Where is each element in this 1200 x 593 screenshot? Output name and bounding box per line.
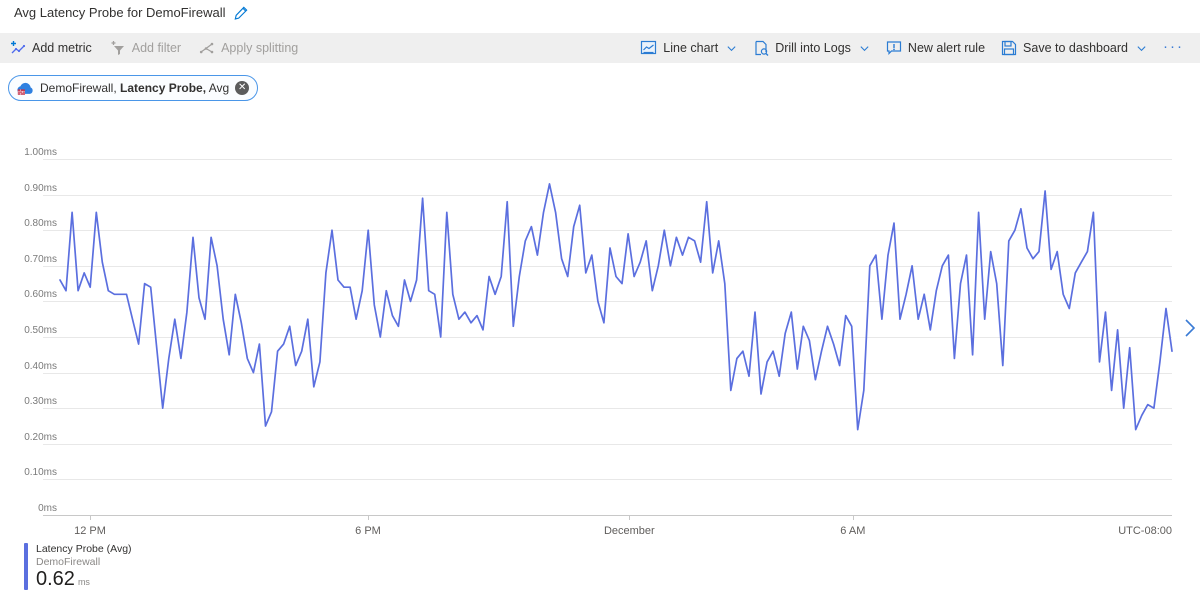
y-gridline xyxy=(43,443,1172,445)
y-axis-label: 0ms xyxy=(38,503,57,514)
legend-metric-name: Latency Probe (Avg) xyxy=(36,543,132,555)
chart-scroll-right-icon[interactable] xyxy=(1182,317,1198,339)
y-gridline xyxy=(43,337,1172,338)
add-filter-label: Add filter xyxy=(131,41,182,55)
x-axis-label: 6 PM xyxy=(355,525,381,537)
drill-into-logs-label: Drill into Logs xyxy=(775,41,851,55)
add-filter-icon xyxy=(110,40,126,56)
x-axis-tick xyxy=(90,515,92,520)
x-axis-label: 12 PM xyxy=(74,525,106,537)
y-gridline xyxy=(43,301,1172,303)
y-axis-label: 0.30ms xyxy=(24,396,57,408)
x-axis-label: UTC-08:00 xyxy=(1118,525,1172,537)
chevron-down-icon xyxy=(726,43,737,54)
pill-resource: DemoFirewall, xyxy=(40,81,117,95)
toolbar-left-group: Add metric Add filter Apply splitting xyxy=(10,40,298,56)
pill-metric: Latency Probe, xyxy=(120,81,207,95)
x-axis-tick xyxy=(629,515,631,520)
save-to-dashboard-button[interactable]: Save to dashboard xyxy=(1001,40,1147,56)
metric-pill[interactable]: DemoFirewall, Latency Probe, Avg ✕ xyxy=(8,75,259,101)
toolbar-right-group: Line chart Drill into Logs New alert rul… xyxy=(640,39,1184,58)
x-axis-label: 6 AM xyxy=(840,525,866,537)
y-axis-label: 0.70ms xyxy=(24,253,57,265)
legend-aggregate-value: 0.62 ms xyxy=(36,569,132,590)
x-axis-tick xyxy=(852,515,854,520)
apply-splitting-button[interactable]: Apply splitting xyxy=(199,40,298,56)
chart-title-row: Avg Latency Probe for DemoFirewall xyxy=(14,5,249,20)
save-icon xyxy=(1001,40,1017,56)
y-axis-label: 0.90ms xyxy=(24,182,57,194)
chart-type-button[interactable]: Line chart xyxy=(640,40,737,56)
x-axis-label: December xyxy=(603,525,655,537)
legend-value-number: 0.62 xyxy=(36,568,75,591)
y-axis-label: 0.10ms xyxy=(24,467,57,479)
y-axis-label: 0.20ms xyxy=(24,431,57,443)
y-gridline xyxy=(43,408,1172,410)
more-options-button[interactable]: ··· xyxy=(1163,37,1184,55)
add-metric-icon xyxy=(10,40,26,56)
legend-item[interactable]: Latency Probe (Avg) DemoFirewall 0.62 ms xyxy=(24,543,132,591)
apply-splitting-icon xyxy=(199,40,215,56)
add-metric-button[interactable]: Add metric xyxy=(10,40,92,56)
y-gridline xyxy=(43,230,1172,232)
y-gridline xyxy=(43,515,1172,516)
firewall-resource-icon xyxy=(16,82,34,95)
chart-type-label: Line chart xyxy=(663,41,719,55)
metrics-toolbar: Add metric Add filter Apply splitting Li… xyxy=(0,33,1200,63)
y-axis-label: 1.00ms xyxy=(24,147,57,158)
metric-pill-text: DemoFirewall, Latency Probe, Avg xyxy=(40,81,229,95)
save-to-dashboard-label: Save to dashboard xyxy=(1023,41,1128,55)
chevron-down-icon xyxy=(1136,43,1147,54)
drill-into-logs-button[interactable]: Drill into Logs xyxy=(753,40,870,56)
drill-into-logs-icon xyxy=(753,40,769,56)
x-axis-tick xyxy=(368,515,370,520)
new-alert-rule-icon xyxy=(886,40,902,56)
line-chart-icon xyxy=(640,40,657,56)
remove-metric-icon[interactable]: ✕ xyxy=(235,81,250,95)
new-alert-rule-label: New alert rule xyxy=(907,41,986,55)
y-gridline xyxy=(43,194,1172,196)
y-gridline xyxy=(43,372,1172,374)
chevron-down-icon xyxy=(859,43,870,54)
apply-splitting-label: Apply splitting xyxy=(221,41,299,55)
legend-color-bar xyxy=(24,543,28,591)
y-axis-label: 0.60ms xyxy=(24,289,57,301)
y-gridline xyxy=(43,265,1172,267)
y-gridline xyxy=(43,479,1172,481)
legend-resource-name: DemoFirewall xyxy=(36,556,101,569)
y-axis-label: 0.80ms xyxy=(24,218,57,230)
y-axis-label: 0.50ms xyxy=(24,325,57,336)
y-axis-label: 0.40ms xyxy=(24,360,57,372)
new-alert-rule-button[interactable]: New alert rule xyxy=(886,40,985,56)
edit-title-icon[interactable] xyxy=(234,5,249,20)
y-gridline xyxy=(43,159,1172,160)
page-title: Avg Latency Probe for DemoFirewall xyxy=(14,5,226,20)
add-filter-button[interactable]: Add filter xyxy=(110,40,181,56)
legend-value-unit: ms xyxy=(77,577,90,588)
pill-aggregation: Avg xyxy=(208,81,230,95)
add-metric-label: Add metric xyxy=(32,41,92,55)
